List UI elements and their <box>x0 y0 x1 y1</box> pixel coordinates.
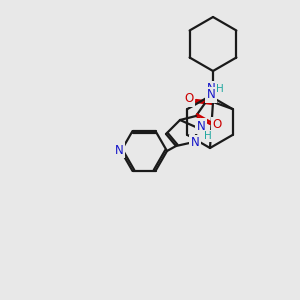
Text: O: O <box>212 118 222 131</box>
Text: H: H <box>216 84 224 94</box>
Text: N: N <box>207 82 215 95</box>
Text: N: N <box>207 88 215 101</box>
Text: N: N <box>115 143 123 157</box>
Text: O: O <box>184 92 194 106</box>
Text: H: H <box>204 131 212 141</box>
Text: N: N <box>190 136 200 149</box>
Text: N: N <box>196 119 206 133</box>
